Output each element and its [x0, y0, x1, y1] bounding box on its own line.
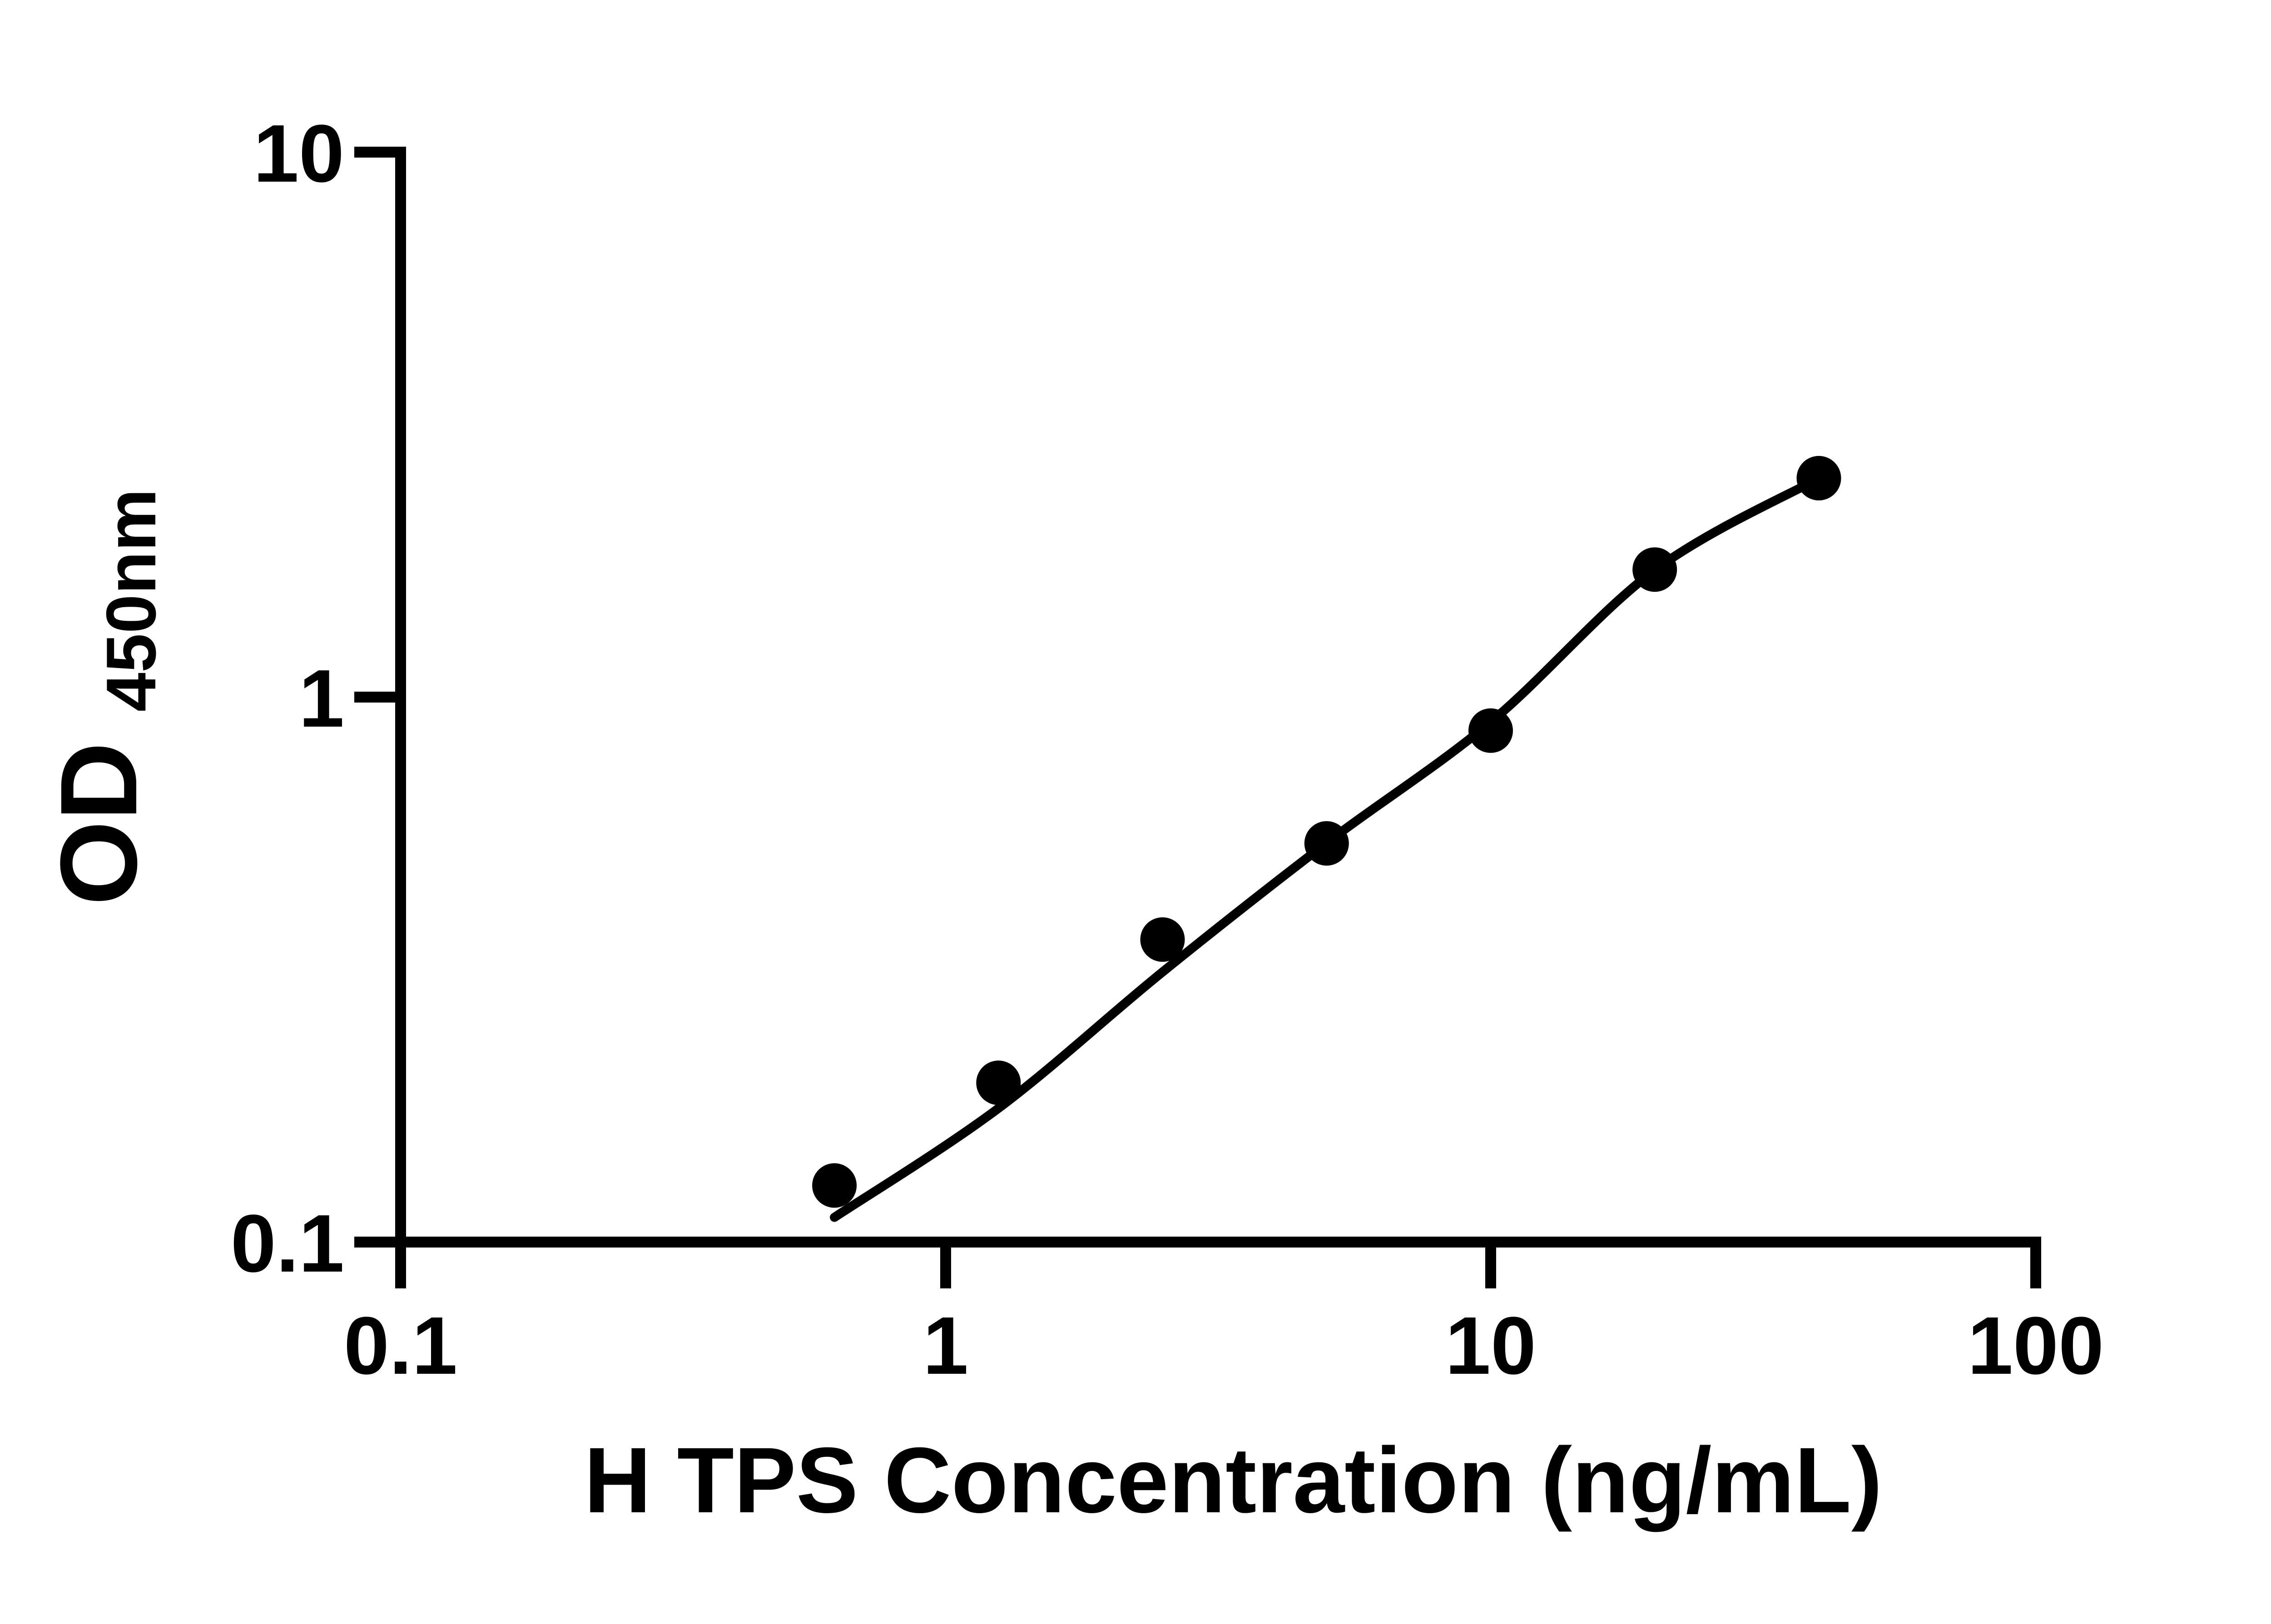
data-point	[1140, 917, 1185, 962]
x-tick-label: 100	[1968, 1300, 2104, 1391]
x-tick-label: 10	[1445, 1300, 1536, 1391]
axes	[395, 147, 2041, 1248]
x-axis-title: H TPS Concentration (ng/mL)	[584, 1428, 1883, 1532]
y-axis-title: OD 450nm	[38, 489, 170, 906]
y-axis-title-subscript: 450nm	[92, 489, 170, 712]
y-tick-label: 1	[299, 653, 344, 744]
data-point	[976, 1060, 1021, 1105]
data-point	[1304, 821, 1349, 866]
y-tick-label: 10	[253, 108, 344, 199]
x-tick-label: 0.1	[344, 1300, 457, 1391]
y-tick-label: 0.1	[231, 1198, 344, 1289]
y-axis-title-text: OD	[38, 742, 159, 906]
x-axis-title-text: H TPS Concentration (ng/mL)	[584, 1428, 1883, 1532]
axis-ticks	[354, 147, 2041, 1288]
data-series	[812, 456, 1841, 1222]
tick-labels: 10 1 0.10.1 1 10 100	[231, 108, 2104, 1391]
data-point	[1796, 456, 1841, 500]
x-tick-label: 1	[923, 1300, 968, 1391]
data-point	[1632, 547, 1677, 592]
data-point	[1468, 708, 1513, 753]
data-point	[812, 1163, 857, 1208]
